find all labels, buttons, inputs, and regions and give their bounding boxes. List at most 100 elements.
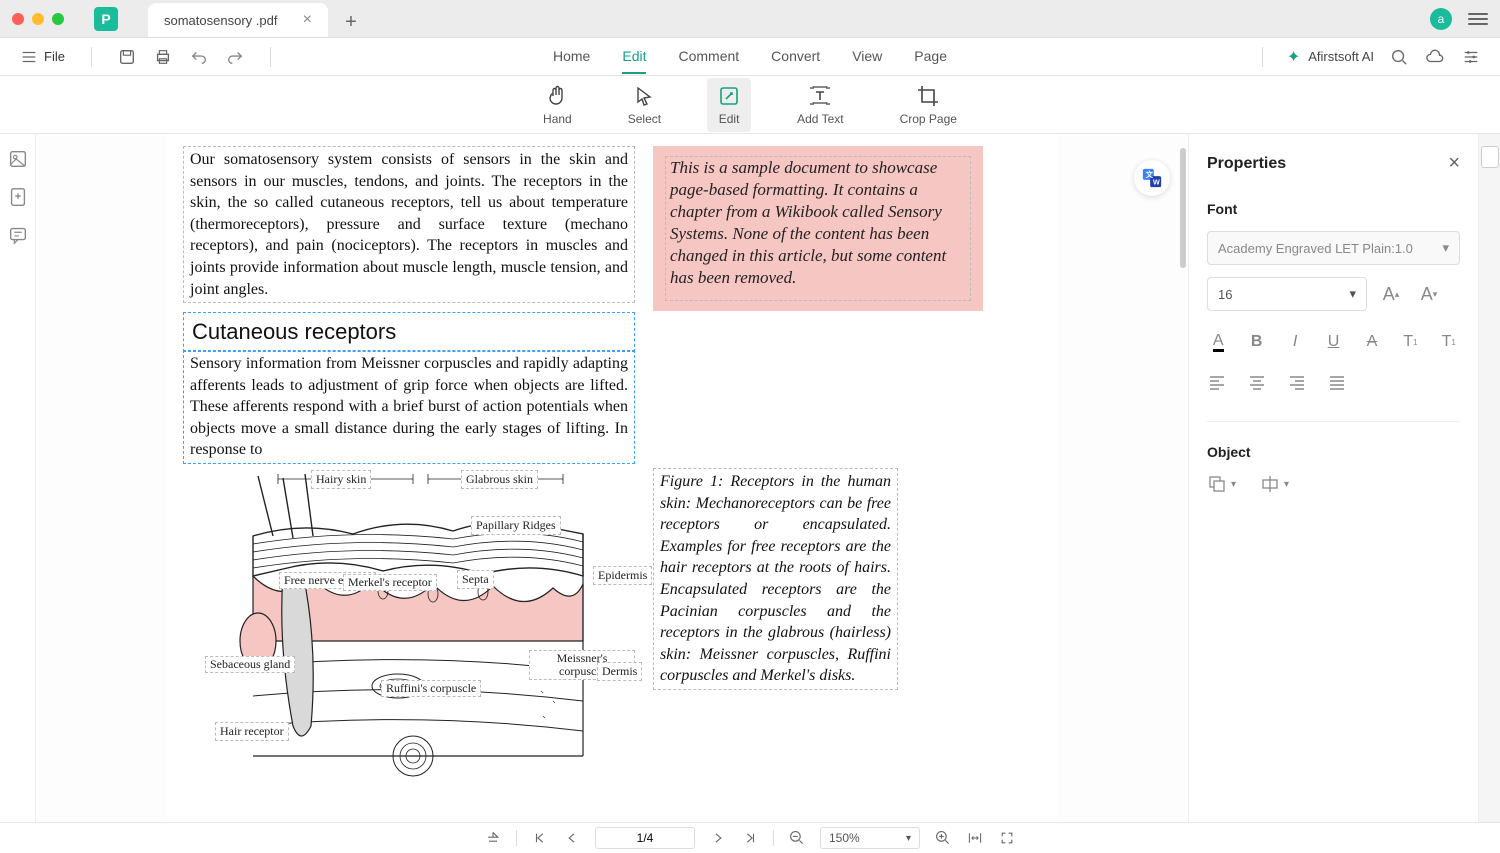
italic-button[interactable]: I	[1284, 329, 1306, 355]
next-page-button[interactable]	[709, 829, 727, 847]
add-tab-button[interactable]: +	[336, 7, 366, 37]
diagram-label[interactable]: Hair receptor	[215, 722, 289, 741]
first-page-nav-button[interactable]	[531, 829, 549, 847]
menu-edit[interactable]: Edit	[622, 40, 646, 74]
align-justify-button[interactable]	[1327, 373, 1347, 393]
undo-icon[interactable]	[190, 48, 208, 66]
status-bar: 150% ▾	[0, 822, 1500, 853]
add-text-tool[interactable]: Add Text	[787, 78, 853, 132]
vertical-scrollbar[interactable]	[1180, 148, 1186, 268]
cloud-icon[interactable]	[1424, 48, 1446, 66]
font-family-select[interactable]: Academy Engraved LET Plain:1.0 ▾	[1207, 231, 1460, 265]
font-family-value: Academy Engraved LET Plain:1.0	[1218, 241, 1413, 256]
tab-strip: somatosensory .pdf × +	[148, 0, 366, 37]
ai-button[interactable]: ✦ Afirstsoft AI	[1287, 47, 1374, 67]
text-color-button[interactable]: A	[1207, 329, 1229, 355]
document-page[interactable]: Our somatosensory system consists of sen…	[167, 134, 1057, 822]
menu-view[interactable]: View	[852, 40, 882, 74]
diagram-label[interactable]: Dermis	[597, 662, 642, 681]
thumbnails-icon[interactable]	[7, 148, 29, 170]
edit-subtoolbar: Hand Select Edit Add Text Crop Page	[0, 76, 1500, 134]
menu-page[interactable]: Page	[914, 40, 947, 74]
right-collapse-strip	[1478, 134, 1500, 822]
maximize-window-button[interactable]	[52, 13, 64, 25]
edit-tool-label: Edit	[719, 112, 740, 126]
superscript-button[interactable]: T1	[1399, 329, 1421, 355]
menu-home[interactable]: Home	[553, 40, 590, 74]
add-text-tool-label: Add Text	[797, 112, 843, 126]
divider	[773, 830, 774, 846]
collapse-panel-button[interactable]	[1481, 146, 1499, 168]
select-tool[interactable]: Select	[618, 78, 671, 132]
bookmark-add-icon[interactable]	[7, 186, 29, 208]
chevron-down-icon: ▾	[1349, 286, 1356, 302]
crop-page-tool[interactable]: Crop Page	[890, 78, 967, 132]
menu-comment[interactable]: Comment	[678, 40, 739, 74]
settings-lines-icon[interactable]	[1462, 48, 1480, 66]
bold-button[interactable]: B	[1245, 329, 1267, 355]
search-icon[interactable]	[1390, 48, 1408, 66]
redo-icon[interactable]	[226, 48, 244, 66]
diagram-label[interactable]: Sebaceous gland	[205, 656, 295, 673]
arrange-button[interactable]: ▾	[1207, 474, 1236, 494]
divider	[516, 830, 517, 846]
diagram-label[interactable]: Papillary Ridges	[471, 516, 561, 535]
svg-text:W: W	[1153, 177, 1160, 186]
diagram-label[interactable]: Epidermis	[593, 566, 652, 585]
document-tab[interactable]: somatosensory .pdf ×	[148, 3, 328, 37]
strikethrough-button[interactable]: A	[1361, 329, 1383, 355]
zoom-out-button[interactable]	[788, 829, 806, 847]
font-size-row: 16 ▾ A▴ A▾	[1207, 277, 1460, 311]
prev-page-button[interactable]	[563, 829, 581, 847]
highlighted-note-box[interactable]: This is a sample document to showcase pa…	[653, 146, 983, 311]
main-area: Our somatosensory system consists of sen…	[0, 134, 1500, 822]
diagram-label[interactable]: Merkel's receptor	[343, 574, 437, 591]
align-left-button[interactable]	[1207, 373, 1227, 393]
font-size-select[interactable]: 16 ▾	[1207, 277, 1367, 311]
menu-convert[interactable]: Convert	[771, 40, 820, 74]
diagram-label[interactable]: Septa	[457, 570, 494, 589]
crop-page-tool-label: Crop Page	[900, 112, 957, 126]
zoom-in-button[interactable]	[934, 829, 952, 847]
decrease-font-button[interactable]: A▾	[1415, 280, 1443, 308]
print-icon[interactable]	[154, 48, 172, 66]
close-tab-icon[interactable]: ×	[303, 11, 312, 29]
properties-title: Properties	[1207, 155, 1286, 173]
save-icon[interactable]	[118, 48, 136, 66]
edit-tool[interactable]: Edit	[707, 78, 751, 132]
chevron-down-icon: ▾	[1284, 479, 1289, 490]
paragraph-text-box[interactable]: Our somatosensory system consists of sen…	[183, 146, 635, 303]
diagram-label[interactable]: Hairy skin	[311, 470, 371, 489]
toolbar-right: ✦ Afirstsoft AI	[1254, 47, 1480, 67]
hamburger-menu-icon[interactable]	[1468, 9, 1488, 29]
increase-font-button[interactable]: A▴	[1377, 280, 1405, 308]
file-menu-button[interactable]: File	[20, 48, 65, 66]
subscript-button[interactable]: T1	[1438, 329, 1460, 355]
diagram-label[interactable]: Glabrous skin	[461, 470, 538, 489]
minimize-window-button[interactable]	[32, 13, 44, 25]
align-objects-button[interactable]: ▾	[1260, 474, 1289, 494]
last-page-nav-button[interactable]	[741, 829, 759, 847]
align-center-button[interactable]	[1247, 373, 1267, 393]
close-window-button[interactable]	[12, 13, 24, 25]
zoom-select[interactable]: 150% ▾	[820, 827, 920, 849]
document-viewport[interactable]: Our somatosensory system consists of sen…	[36, 134, 1188, 822]
comments-panel-icon[interactable]	[7, 224, 29, 246]
page-number-input[interactable]	[595, 827, 695, 849]
translate-button[interactable]: 文W	[1134, 160, 1170, 196]
divider	[270, 47, 271, 67]
properties-panel: Properties × Font Academy Engraved LET P…	[1188, 134, 1478, 822]
diagram-label[interactable]: Ruffini's corpuscle	[381, 680, 481, 697]
hand-tool[interactable]: Hand	[533, 78, 582, 132]
figure-caption-box[interactable]: Figure 1: Receptors in the human skin: M…	[653, 468, 898, 690]
fit-width-button[interactable]	[966, 829, 984, 847]
align-right-button[interactable]	[1287, 373, 1307, 393]
fullscreen-button[interactable]	[998, 829, 1016, 847]
underline-button[interactable]: U	[1322, 329, 1344, 355]
close-panel-icon[interactable]: ×	[1448, 152, 1460, 175]
heading-text-box[interactable]: Cutaneous receptors	[183, 312, 635, 352]
first-page-button[interactable]	[484, 829, 502, 847]
paragraph-text-box[interactable]: Sensory information from Meissner corpus…	[183, 350, 635, 464]
user-avatar[interactable]: a	[1430, 8, 1452, 30]
crop-icon	[916, 84, 940, 108]
